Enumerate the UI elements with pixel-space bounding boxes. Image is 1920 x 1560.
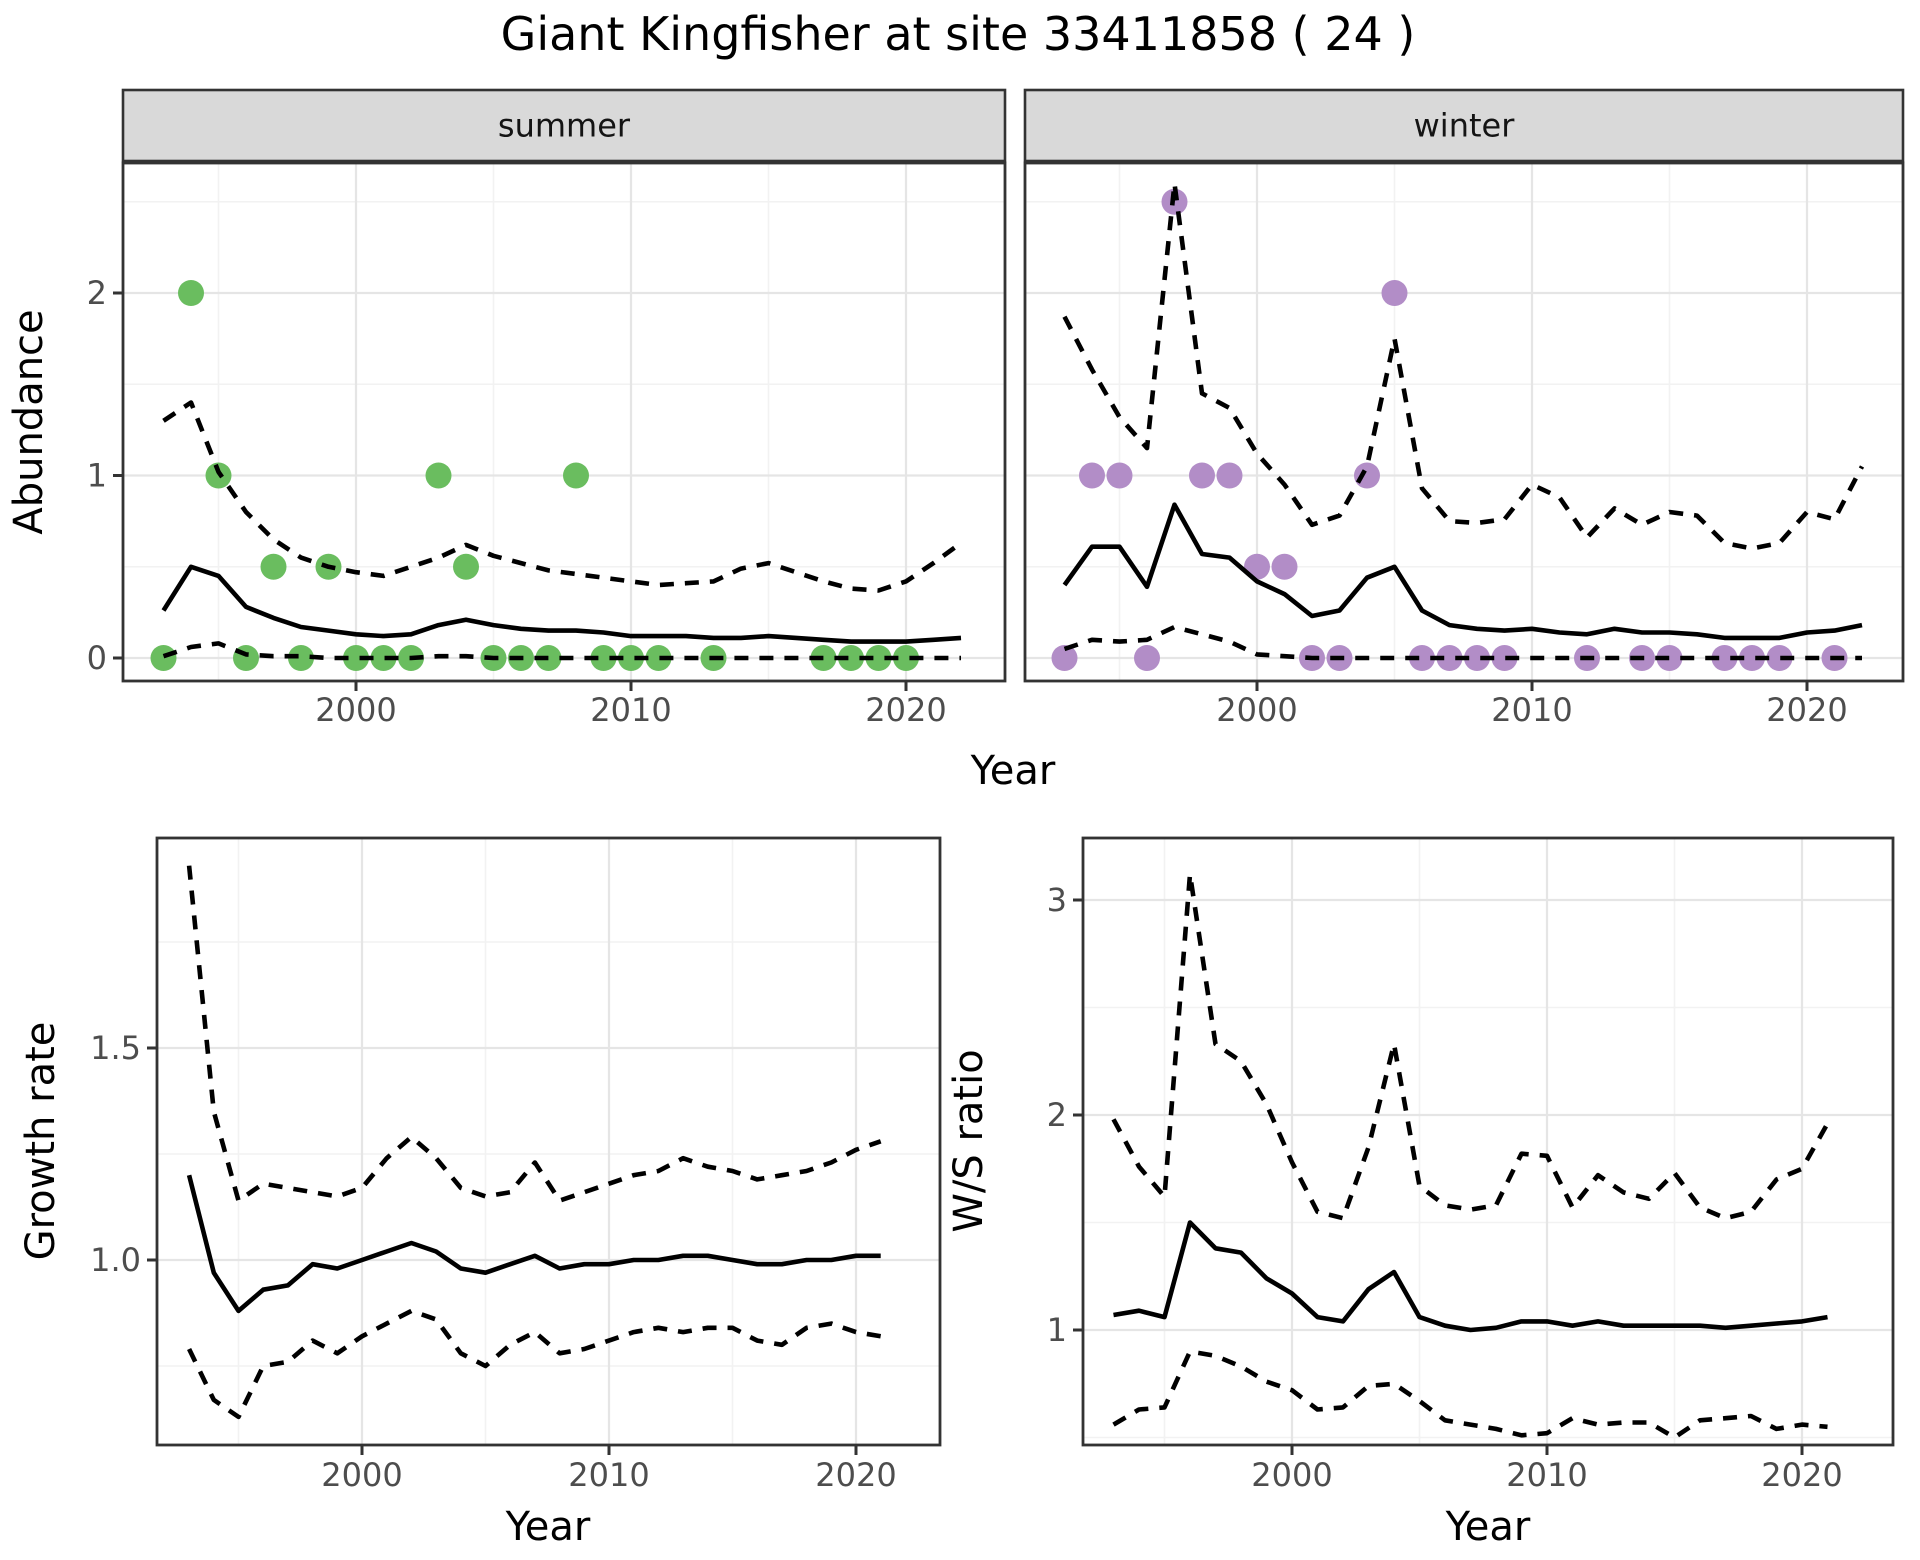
lower-ci-line	[187, 1308, 882, 1420]
upper-ci-line	[162, 400, 963, 593]
x-tick-label: 2010	[568, 1456, 649, 1494]
upper-ci-line	[186, 865, 882, 1203]
panel-growth-rate: 2000 2010 2020 1.0 1.5	[90, 836, 942, 1494]
y-tick-label: 1	[1047, 1311, 1067, 1349]
facet-label-winter: winter	[1414, 107, 1516, 145]
y-axis-title-abundance: Abundance	[6, 309, 52, 534]
data-point-observed-abundance	[288, 645, 314, 671]
y-tick-label: 2	[87, 274, 107, 312]
panel-abundance-summer: summer 2000 2010 2020 0 1 2	[87, 88, 1007, 729]
data-point-observed-abundance	[1656, 645, 1683, 671]
data-point-observed-abundance	[1436, 645, 1463, 671]
data-point-observed-abundance	[1381, 280, 1408, 306]
data-point-observed-abundance	[1051, 645, 1078, 671]
data-point-observed-abundance	[1766, 645, 1793, 671]
plot-title: Giant Kingfisher at site 33411858 ( 24 )	[501, 7, 1416, 61]
x-tick-label: 2010	[1506, 1456, 1587, 1494]
x-tick-label: 2010	[590, 691, 671, 729]
x-tick-label: 2000	[1251, 1456, 1332, 1494]
data-point-observed-abundance	[1134, 645, 1160, 671]
data-point-observed-abundance	[343, 645, 369, 671]
model-median-line	[1113, 1220, 1828, 1333]
data-point-observed-abundance	[1739, 645, 1765, 671]
y-tick-label: 1	[87, 457, 107, 495]
lower-ci-line	[162, 641, 961, 661]
data-point-observed-abundance	[1354, 462, 1380, 489]
x-axis-title-year-bottom-left: Year	[505, 1504, 591, 1550]
x-tick-label: 2000	[321, 1456, 402, 1494]
data-point-observed-abundance	[425, 462, 452, 489]
data-point-observed-abundance	[1491, 645, 1518, 671]
data-point-observed-abundance	[865, 645, 892, 671]
data-point-observed-abundance	[590, 645, 617, 671]
data-point-observed-abundance	[1271, 553, 1298, 580]
x-tick-label: 2020	[865, 691, 946, 729]
data-point-observed-abundance	[1106, 462, 1133, 489]
facet-strip-summer	[121, 88, 1007, 163]
data-point-observed-abundance	[838, 645, 864, 671]
data-point-observed-abundance	[1711, 645, 1738, 671]
lower-ci-line	[1112, 1349, 1828, 1440]
y-axis-title-growth-rate: Growth rate	[18, 1022, 64, 1261]
panel-border	[121, 161, 1007, 683]
x-tick-label: 2020	[815, 1456, 896, 1494]
data-point-observed-abundance	[893, 645, 919, 671]
panel-border	[1023, 161, 1905, 683]
y-tick-label: 1.5	[90, 1029, 141, 1067]
x-axis-title-year-bottom-right: Year	[1445, 1504, 1531, 1550]
data-point-observed-abundance	[563, 462, 589, 489]
data-point-observed-abundance	[150, 645, 177, 671]
data-point-observed-abundance	[1409, 645, 1435, 671]
upper-ci-line	[1062, 181, 1865, 551]
panel-border	[1081, 836, 1895, 1447]
x-tick-label: 2020	[1766, 691, 1847, 729]
x-tick-label: 2010	[1491, 691, 1572, 729]
data-point-observed-abundance	[1079, 462, 1105, 489]
model-median-line	[186, 1174, 881, 1314]
panel-abundance-winter: winter 2000 2010 2020	[1023, 88, 1905, 729]
data-point-observed-abundance	[1216, 462, 1243, 489]
data-point-observed-abundance	[260, 553, 287, 580]
y-axis-title-ws-ratio: W/S ratio	[946, 1049, 992, 1232]
y-tick-label: 2	[1047, 1096, 1067, 1134]
x-tick-label: 2000	[315, 691, 396, 729]
x-tick-label: 2020	[1761, 1456, 1842, 1494]
data-point-observed-abundance	[453, 553, 479, 580]
x-tick-label: 2000	[1216, 691, 1297, 729]
y-tick-label: 1.0	[90, 1241, 141, 1279]
data-point-observed-abundance	[645, 645, 672, 671]
model-median-line	[161, 564, 962, 644]
data-point-observed-abundance	[618, 645, 644, 671]
facet-strip-winter	[1023, 88, 1905, 163]
data-point-observed-abundance	[370, 645, 397, 671]
facet-label-summer: summer	[498, 107, 631, 145]
panel-ws-ratio: 2000 2010 2020 1 2 3	[1047, 836, 1895, 1494]
model-median-line	[1062, 502, 1863, 641]
upper-ci-line	[1111, 871, 1830, 1221]
panel-border	[155, 836, 942, 1447]
data-point-observed-abundance	[1189, 462, 1215, 489]
data-point-observed-abundance	[810, 645, 837, 671]
data-point-observed-abundance	[535, 645, 562, 671]
data-point-observed-abundance	[1464, 645, 1490, 671]
lower-ci-line	[1063, 624, 1862, 661]
y-tick-label: 0	[87, 639, 107, 677]
x-axis-title-year-top: Year	[970, 748, 1056, 794]
y-tick-label: 3	[1047, 881, 1067, 919]
data-point-observed-abundance	[178, 280, 204, 306]
